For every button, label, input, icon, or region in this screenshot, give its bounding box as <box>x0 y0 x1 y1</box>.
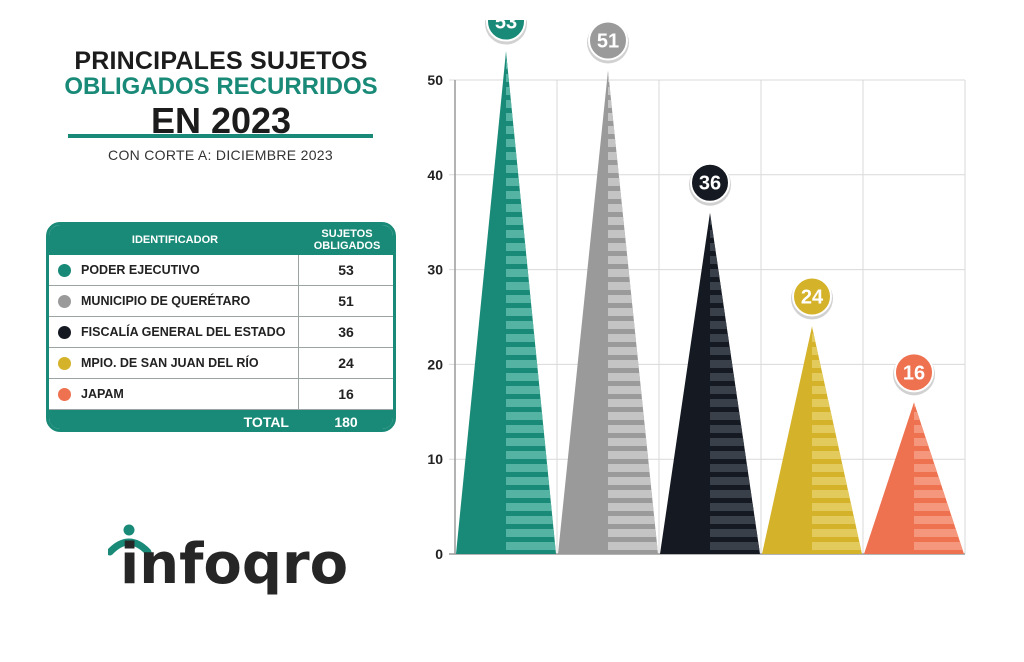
bar-right-half <box>914 402 964 554</box>
legend-dot-icon <box>58 263 71 277</box>
row-value: 51 <box>338 293 354 309</box>
title-block: PRINCIPALES SUJETOS OBLIGADOS RECURRIDOS… <box>62 48 380 141</box>
total-label: TOTAL <box>243 414 289 430</box>
subtitle: CON CORTE A: DICIEMBRE 2023 <box>108 147 333 163</box>
data-label: 24 <box>801 286 824 308</box>
legend-dot-icon <box>58 387 71 401</box>
y-tick-label: 30 <box>427 262 443 278</box>
table-row: JAPAM 16 <box>49 379 393 410</box>
bar-left-half <box>762 326 812 554</box>
row-label-cell: PODER EJECUTIVO <box>49 255 299 285</box>
table-row: MPIO. DE SAN JUAN DEL RÍO 24 <box>49 348 393 379</box>
legend-dot-icon <box>58 325 71 339</box>
table-body: PODER EJECUTIVO 53 MUNICIPIO DE QUERÉTARO 5… <box>49 255 393 410</box>
title-line-3: EN 2023 <box>150 100 292 141</box>
bar-right-half <box>608 70 658 554</box>
row-label-cell: MPIO. DE SAN JUAN DEL RÍO <box>49 348 299 378</box>
infoqro-logo: infoqro <box>108 520 348 600</box>
bar-right-half <box>506 51 556 554</box>
row-value: 16 <box>338 386 354 402</box>
value-badge <box>894 352 934 393</box>
y-tick-label: 40 <box>427 167 443 183</box>
value-badge <box>690 162 730 203</box>
table-row: PODER EJECUTIVO 53 <box>49 255 393 286</box>
table-footer: TOTAL 180 <box>49 410 393 430</box>
title-divider <box>68 134 373 138</box>
row-label-cell: FISCALÍA GENERAL DEL ESTADO <box>49 317 299 347</box>
row-value: 24 <box>338 355 354 371</box>
data-label: 36 <box>699 173 721 195</box>
data-label: 16 <box>903 362 925 384</box>
row-label: MPIO. DE SAN JUAN DEL RÍO <box>81 356 259 370</box>
y-tick-label: 50 <box>427 72 443 88</box>
header-identificador: IDENTIFICADOR <box>131 234 219 246</box>
row-value: 53 <box>338 262 354 278</box>
row-value: 36 <box>338 324 354 340</box>
data-label: 51 <box>597 31 619 53</box>
total-value: 180 <box>334 414 358 430</box>
table-header: IDENTIFICADOR SUJETOS OBLIGADOS <box>49 225 393 255</box>
header-sujetos: SUJETOS OBLIGADOS <box>313 228 381 252</box>
y-tick-label: 10 <box>427 451 443 467</box>
row-label: MUNICIPIO DE QUERÉTARO <box>81 294 251 308</box>
y-tick-label: 20 <box>427 356 443 372</box>
title-line-1: PRINCIPALES SUJETOS <box>74 47 368 75</box>
logo-text: infoqro <box>120 532 349 597</box>
legend-dot-icon <box>58 356 71 370</box>
bar-chart: 0 10 20 30 40 50 53 51 36 24 16 <box>427 20 966 562</box>
bar-left-half <box>456 51 506 554</box>
data-label: 53 <box>495 20 517 34</box>
row-label: FISCALÍA GENERAL DEL ESTADO <box>81 325 286 339</box>
row-label-cell: MUNICIPIO DE QUERÉTARO <box>49 286 299 316</box>
title-line-2: OBLIGADOS RECURRIDOS <box>64 73 378 100</box>
bar-left-half <box>660 212 710 554</box>
bar-right-half <box>710 212 760 554</box>
bar-left-half <box>864 402 914 554</box>
bar-right-half <box>812 326 862 554</box>
table-row: FISCALÍA GENERAL DEL ESTADO 36 <box>49 317 393 348</box>
row-label-cell: JAPAM <box>49 379 299 409</box>
value-badge <box>486 20 526 42</box>
row-label: PODER EJECUTIVO <box>81 263 200 277</box>
table-row: MUNICIPIO DE QUERÉTARO 51 <box>49 286 393 317</box>
y-tick-label: 0 <box>435 546 443 562</box>
legend-dot-icon <box>58 294 71 308</box>
value-badge <box>588 20 628 61</box>
data-table: IDENTIFICADOR SUJETOS OBLIGADOS PODER EJ… <box>46 222 396 432</box>
value-badge <box>792 276 832 317</box>
logo-mark-icon <box>108 524 152 556</box>
bar-left-half <box>558 70 608 554</box>
row-label: JAPAM <box>81 387 124 401</box>
